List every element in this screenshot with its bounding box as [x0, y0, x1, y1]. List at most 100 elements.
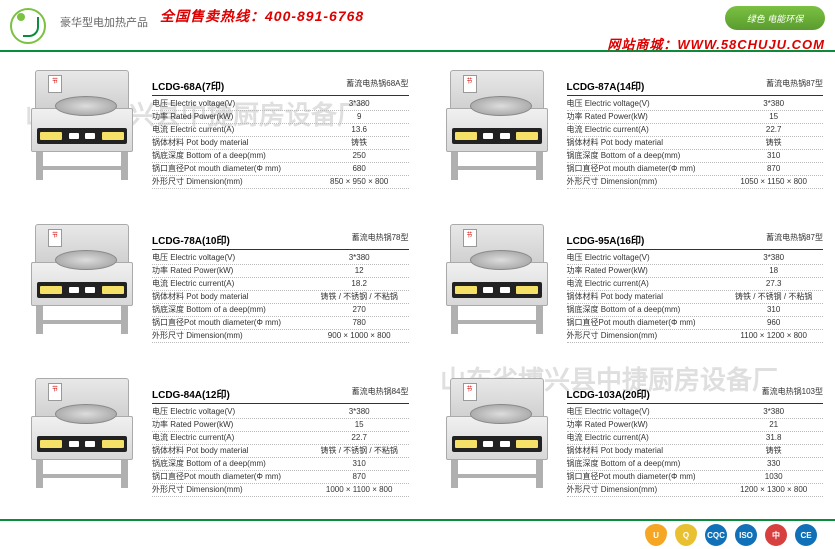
product-image: 节 — [12, 62, 152, 192]
spec-label: 锅体材料 Pot body material — [152, 291, 310, 303]
spec-table: LCDG-78A(10印) 蓄流电热锅78型 电压 Electric volta… — [152, 216, 409, 343]
spec-value: 31.8 — [724, 432, 823, 444]
spec-label: 外形尺寸 Dimension(mm) — [567, 176, 725, 188]
spec-value: 铸铁 — [724, 445, 823, 457]
spec-table: LCDG-84A(12印) 蓄流电热锅84型 电压 Electric volta… — [152, 370, 409, 497]
spec-value: 250 — [310, 150, 409, 162]
spec-value: 铸铁 / 不锈钢 / 不粘锅 — [310, 291, 409, 303]
spec-label: 锅底深度 Bottom of a deep(mm) — [567, 150, 725, 162]
cert-icon: 中 — [765, 524, 787, 546]
model-number: LCDG-95A(16印) — [567, 232, 645, 247]
model-number: LCDG-68A(7印) — [152, 78, 224, 93]
spec-table: LCDG-95A(16印) 蓄流电热锅87型 电压 Electric volta… — [567, 216, 824, 343]
model-type: 蓄流电热锅68A型 — [346, 78, 408, 93]
spec-label: 电流 Electric current(A) — [152, 432, 310, 444]
product-category: 豪华型电加热产品 — [60, 14, 148, 30]
spec-label: 电压 Electric voltage(V) — [567, 406, 725, 418]
model-number: LCDG-87A(14印) — [567, 78, 645, 93]
model-type: 蓄流电热锅87型 — [766, 232, 823, 247]
model-type: 蓄流电热锅87型 — [766, 78, 823, 93]
spec-value: 9 — [310, 111, 409, 123]
spec-value: 12 — [310, 265, 409, 277]
spec-value: 1050 × 1150 × 800 — [724, 176, 823, 188]
spec-label: 锅底深度 Bottom of a deep(mm) — [152, 304, 310, 316]
page-header: 豪华型电加热产品 全国售卖热线：400-891-6768 绿色 电能环保 网站商… — [0, 0, 835, 52]
cert-icon: Q — [675, 524, 697, 546]
spec-label: 电压 Electric voltage(V) — [567, 252, 725, 264]
page-footer: U Q CQC ISO 中 CE — [0, 519, 835, 549]
spec-label: 锅体材料 Pot body material — [567, 291, 725, 303]
cert-icon: U — [645, 524, 667, 546]
spec-value: 15 — [310, 419, 409, 431]
hotline-number: 400-891-6768 — [265, 8, 364, 24]
spec-value: 310 — [310, 458, 409, 470]
spec-value: 1100 × 1200 × 800 — [724, 330, 823, 342]
spec-value: 850 × 950 × 800 — [310, 176, 409, 188]
website-label: 网站商城： — [607, 37, 677, 52]
product-card: 节 LCDG-78A(10印) 蓄流电热锅78型 电压 Electric vol… — [12, 216, 409, 366]
spec-label: 功率 Rated Power(kW) — [152, 419, 310, 431]
spec-label: 功率 Rated Power(kW) — [152, 111, 310, 123]
spec-label: 锅体材料 Pot body material — [567, 445, 725, 457]
cert-icon: CE — [795, 524, 817, 546]
spec-label: 电压 Electric voltage(V) — [152, 98, 310, 110]
spec-value: 22.7 — [724, 124, 823, 136]
spec-value: 310 — [724, 304, 823, 316]
spec-label: 锅体材料 Pot body material — [152, 137, 310, 149]
eco-badge: 绿色 电能环保 — [725, 6, 825, 30]
spec-table: LCDG-68A(7印) 蓄流电热锅68A型 电压 Electric volta… — [152, 62, 409, 189]
spec-value: 960 — [724, 317, 823, 329]
spec-label: 功率 Rated Power(kW) — [567, 111, 725, 123]
website-url: WWW.58CHUJU.COM — [677, 37, 825, 52]
spec-value: 1200 × 1300 × 800 — [724, 484, 823, 496]
spec-label: 锅体材料 Pot body material — [567, 137, 725, 149]
product-card: 节 LCDG-95A(16印) 蓄流电热锅87型 电压 Electric vol… — [427, 216, 824, 366]
spec-value: 310 — [724, 150, 823, 162]
cert-icon: CQC — [705, 524, 727, 546]
spec-label: 外形尺寸 Dimension(mm) — [567, 330, 725, 342]
spec-value: 270 — [310, 304, 409, 316]
hotline-label: 全国售卖热线： — [160, 8, 265, 24]
spec-label: 外形尺寸 Dimension(mm) — [152, 484, 310, 496]
product-grid: 节 LCDG-68A(7印) 蓄流电热锅68A型 电压 Electric vol… — [0, 62, 835, 520]
spec-value: 27.3 — [724, 278, 823, 290]
spec-value: 21 — [724, 419, 823, 431]
spec-table: LCDG-87A(14印) 蓄流电热锅87型 电压 Electric volta… — [567, 62, 824, 189]
product-image: 节 — [427, 216, 567, 346]
spec-label: 锅口直径Pot mouth diameter(Φ mm) — [152, 163, 310, 175]
product-image: 节 — [12, 216, 152, 346]
brand-logo — [10, 8, 50, 48]
spec-label: 功率 Rated Power(kW) — [567, 265, 725, 277]
product-image: 节 — [427, 62, 567, 192]
spec-label: 电压 Electric voltage(V) — [567, 98, 725, 110]
spec-label: 锅底深度 Bottom of a deep(mm) — [152, 458, 310, 470]
spec-value: 铸铁 / 不锈钢 / 不粘锅 — [724, 291, 823, 303]
model-number: LCDG-103A(20印) — [567, 386, 650, 401]
spec-value: 1030 — [724, 471, 823, 483]
spec-label: 外形尺寸 Dimension(mm) — [152, 330, 310, 342]
spec-label: 锅底深度 Bottom of a deep(mm) — [567, 304, 725, 316]
spec-value: 22.7 — [310, 432, 409, 444]
spec-label: 电压 Electric voltage(V) — [152, 406, 310, 418]
spec-label: 锅体材料 Pot body material — [152, 445, 310, 457]
spec-value: 3*380 — [724, 98, 823, 110]
spec-label: 电流 Electric current(A) — [567, 432, 725, 444]
spec-label: 电流 Electric current(A) — [567, 278, 725, 290]
spec-value: 18 — [724, 265, 823, 277]
spec-value: 13.6 — [310, 124, 409, 136]
spec-value: 铸铁 / 不锈钢 / 不粘锅 — [310, 445, 409, 457]
spec-value: 铸铁 — [724, 137, 823, 149]
product-image: 节 — [427, 370, 567, 500]
product-card: 节 LCDG-103A(20印) 蓄流电热锅103型 电压 Electric v… — [427, 370, 824, 520]
spec-value: 330 — [724, 458, 823, 470]
model-number: LCDG-78A(10印) — [152, 232, 230, 247]
spec-label: 电流 Electric current(A) — [567, 124, 725, 136]
spec-value: 870 — [724, 163, 823, 175]
website-link[interactable]: 网站商城：WWW.58CHUJU.COM — [607, 34, 825, 53]
hotline: 全国售卖热线：400-891-6768 — [160, 6, 364, 26]
spec-value: 780 — [310, 317, 409, 329]
spec-value: 1000 × 1100 × 800 — [310, 484, 409, 496]
spec-label: 锅口直径Pot mouth diameter(Φ mm) — [567, 317, 725, 329]
model-type: 蓄流电热锅78型 — [352, 232, 409, 247]
product-card: 节 LCDG-68A(7印) 蓄流电热锅68A型 电压 Electric vol… — [12, 62, 409, 212]
